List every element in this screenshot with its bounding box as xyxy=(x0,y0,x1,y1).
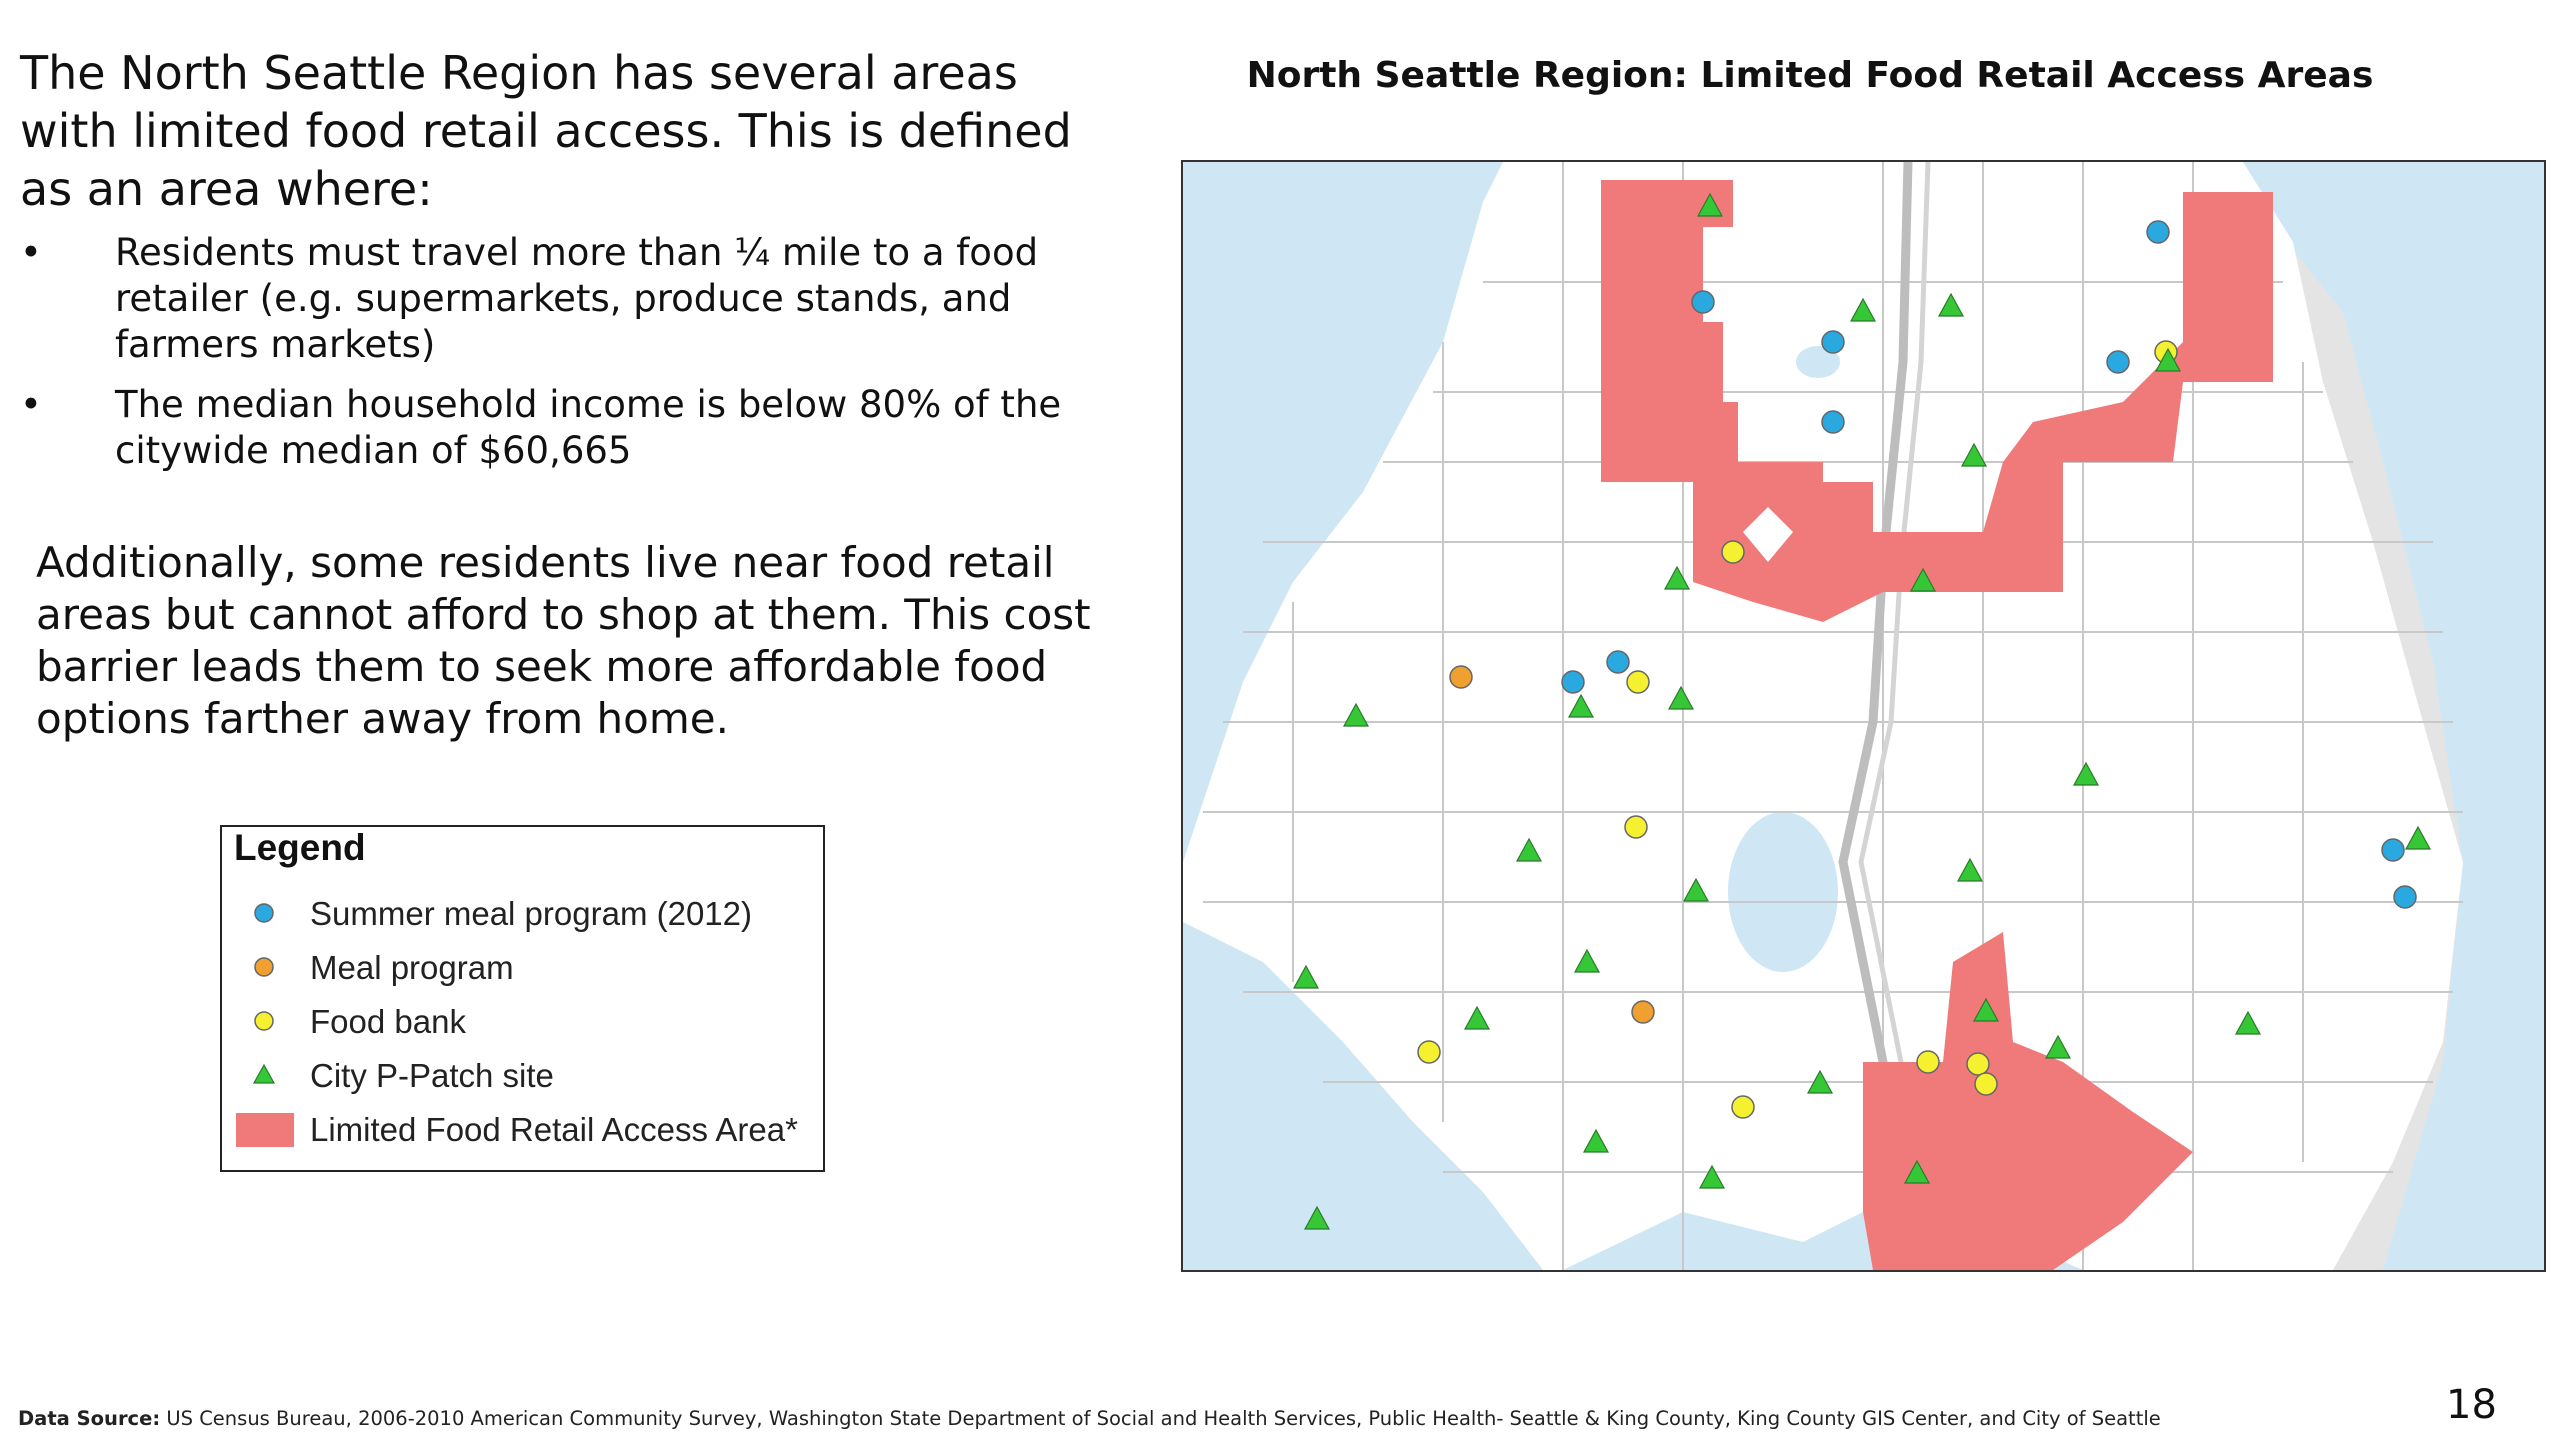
food-bank-marker-icon[interactable] xyxy=(1624,815,1648,839)
summer-meal-program-marker-icon[interactable] xyxy=(1821,330,1845,354)
p-patch-site-marker-icon[interactable] xyxy=(2404,825,2432,850)
legend-item-limited-area: Limited Food Retail Access Area* xyxy=(222,1103,823,1157)
food-bank-marker-icon[interactable] xyxy=(1721,540,1745,564)
p-patch-site-marker-icon[interactable] xyxy=(1903,1159,1931,1184)
p-patch-site-marker-icon[interactable] xyxy=(2044,1034,2072,1059)
p-patch-site-marker-icon[interactable] xyxy=(1667,685,1695,710)
legend-label: Meal program xyxy=(310,949,514,986)
p-patch-site-marker-icon[interactable] xyxy=(1342,702,1370,727)
food-bank-marker-icon[interactable] xyxy=(1417,1040,1441,1064)
legend-title: Legend xyxy=(234,827,366,868)
summer-meal-program-marker-icon[interactable] xyxy=(2106,350,2130,374)
north-seattle-map[interactable] xyxy=(1183,162,2544,1270)
p-patch-site-marker-icon[interactable] xyxy=(1582,1128,1610,1153)
p-patch-site-marker-icon[interactable] xyxy=(1682,877,1710,902)
p-patch-site-marker-icon[interactable] xyxy=(2154,347,2182,372)
food-bank-marker-icon xyxy=(254,1011,274,1031)
map-frame[interactable] xyxy=(1181,160,2546,1272)
meal-program-marker-icon[interactable] xyxy=(1449,665,1473,689)
limited-access-area-south xyxy=(1863,932,2193,1270)
summer-meal-program-marker-icon[interactable] xyxy=(2381,838,2405,862)
food-bank-marker-icon[interactable] xyxy=(1974,1072,1998,1096)
intro-paragraph: The North Seattle Region has several are… xyxy=(20,46,1072,216)
summer-meal-program-marker-icon[interactable] xyxy=(1606,650,1630,674)
criteria-text: Residents must travel more than ¼ mile t… xyxy=(115,231,1039,366)
bullet-icon: • xyxy=(20,231,42,274)
map-legend: Legend Summer meal program (2012) Meal p… xyxy=(220,825,825,1172)
food-bank-marker-icon[interactable] xyxy=(1731,1095,1755,1119)
p-patch-site-marker-icon[interactable] xyxy=(1960,442,1988,467)
p-patch-site-marker-icon[interactable] xyxy=(1663,565,1691,590)
map-markers xyxy=(1292,192,2432,1230)
puget-sound-water-west xyxy=(1183,162,1513,862)
criteria-item: • Residents must travel more than ¼ mile… xyxy=(20,230,1110,368)
food-bank-marker-icon[interactable] xyxy=(1626,670,1650,694)
lake-washington-water xyxy=(2223,162,2544,1270)
legend-item-meal-program: Meal program xyxy=(222,941,823,995)
limited-area-swatch-icon xyxy=(236,1113,294,1147)
meal-program-marker-icon xyxy=(254,957,274,977)
haller-lake-water xyxy=(1796,346,1840,378)
page-number: 18 xyxy=(2446,1382,2497,1428)
p-patch-site-marker-icon[interactable] xyxy=(1806,1069,1834,1094)
data-source-note: Data Source: US Census Bureau, 2006-2010… xyxy=(18,1407,2161,1430)
data-source-text: US Census Bureau, 2006-2010 American Com… xyxy=(160,1407,2161,1430)
summer-meal-program-marker-icon[interactable] xyxy=(1561,670,1585,694)
map-title: North Seattle Region: Limited Food Retai… xyxy=(1246,55,2374,96)
p-patch-site-marker-icon[interactable] xyxy=(2234,1010,2262,1035)
meal-program-marker-icon[interactable] xyxy=(1631,1000,1655,1024)
park-area xyxy=(1743,507,1793,562)
legend-label: Summer meal program (2012) xyxy=(310,895,752,932)
p-patch-site-marker-icon[interactable] xyxy=(1696,192,1724,217)
p-patch-site-marker-icon[interactable] xyxy=(1463,1005,1491,1030)
food-bank-marker-icon[interactable] xyxy=(1916,1050,1940,1074)
green-lake-water xyxy=(1728,812,1838,972)
food-bank-marker-icon[interactable] xyxy=(1966,1052,1990,1076)
data-source-label: Data Source: xyxy=(18,1407,161,1430)
p-patch-site-marker-icon[interactable] xyxy=(1937,292,1965,317)
limited-access-area-northwest xyxy=(1601,180,1738,482)
summer-meal-program-marker-icon[interactable] xyxy=(1691,290,1715,314)
legend-label: Food bank xyxy=(310,1003,466,1040)
legend-label: City P-Patch site xyxy=(310,1057,554,1094)
p-patch-site-marker-icon[interactable] xyxy=(1515,837,1543,862)
summer-meal-program-marker-icon[interactable] xyxy=(2146,220,2170,244)
p-patch-site-marker-icon[interactable] xyxy=(1909,567,1937,592)
p-patch-site-marker-icon[interactable] xyxy=(1698,1164,1726,1189)
additional-paragraph: Additionally, some residents live near f… xyxy=(36,538,1091,743)
legend-item-food-bank: Food bank xyxy=(222,995,823,1049)
p-patch-site-marker-icon[interactable] xyxy=(1292,964,1320,989)
p-patch-site-marker-icon[interactable] xyxy=(1303,1205,1331,1230)
bullet-icon: • xyxy=(20,383,42,426)
p-patch-site-marker-icon[interactable] xyxy=(1972,997,2000,1022)
p-patch-marker-icon xyxy=(252,1063,276,1084)
p-patch-site-marker-icon[interactable] xyxy=(1956,857,1984,882)
summer-meal-marker-icon xyxy=(254,903,274,923)
shilshole-bay-water xyxy=(1183,922,1543,1270)
p-patch-site-marker-icon[interactable] xyxy=(1567,693,1595,718)
summer-meal-program-marker-icon[interactable] xyxy=(1821,410,1845,434)
summer-meal-program-marker-icon[interactable] xyxy=(2393,885,2417,909)
p-patch-site-marker-icon[interactable] xyxy=(2072,761,2100,786)
limited-access-area-northeast xyxy=(2003,192,2273,462)
p-patch-site-marker-icon[interactable] xyxy=(1849,297,1877,322)
criteria-item: • The median household income is below 8… xyxy=(20,382,1110,474)
legend-item-summer-meal: Summer meal program (2012) xyxy=(222,887,823,941)
limited-access-areas xyxy=(1601,180,2273,1270)
criteria-text: The median household income is below 80%… xyxy=(115,383,1062,472)
legend-item-p-patch: City P-Patch site xyxy=(222,1049,823,1103)
criteria-list: • Residents must travel more than ¼ mile… xyxy=(20,230,1110,488)
limited-access-area-north-central xyxy=(1693,462,2063,622)
p-patch-site-marker-icon[interactable] xyxy=(1573,948,1601,973)
legend-label: Limited Food Retail Access Area* xyxy=(310,1111,798,1148)
